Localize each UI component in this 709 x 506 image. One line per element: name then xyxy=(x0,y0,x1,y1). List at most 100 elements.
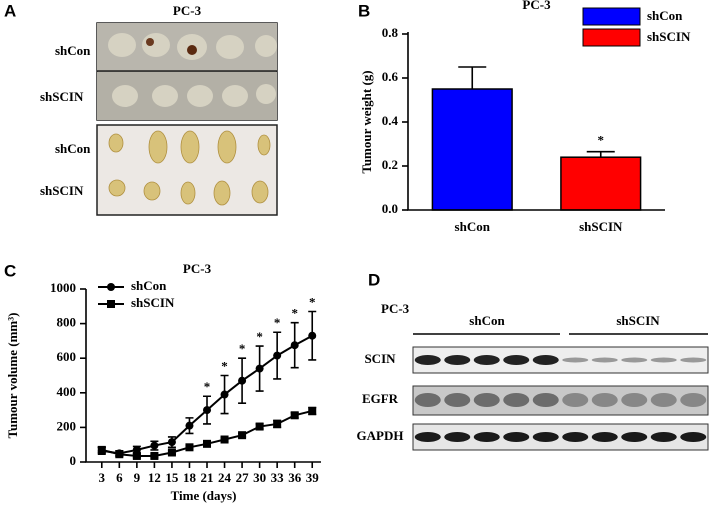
blot-band xyxy=(591,393,618,407)
y-tick-label: 0.6 xyxy=(382,69,399,84)
x-tick-label: 6 xyxy=(116,470,123,485)
legend-label: shSCIN xyxy=(131,295,175,310)
blot-band xyxy=(621,393,648,407)
y-tick-label: 0.4 xyxy=(382,113,399,128)
panel-title: PC-3 xyxy=(173,3,202,18)
significance-mark: * xyxy=(221,358,228,373)
significance-mark: * xyxy=(274,315,281,330)
mice-photo xyxy=(96,22,278,121)
blot-band xyxy=(444,355,471,365)
bar xyxy=(431,88,513,211)
y-axis-label: Tumour volume (mm³) xyxy=(5,313,20,439)
row-label: shCon xyxy=(55,43,91,58)
panel-letter: D xyxy=(368,270,380,289)
blot-band xyxy=(473,355,500,365)
blot-band xyxy=(621,357,648,363)
data-line xyxy=(101,334,313,455)
data-point xyxy=(167,448,176,457)
y-tick-label: 0.8 xyxy=(382,25,399,40)
significance-mark: * xyxy=(309,294,316,309)
x-tick-label: 3 xyxy=(99,470,106,485)
x-tick-label: 36 xyxy=(288,470,302,485)
blot-band xyxy=(503,355,530,365)
x-tick-label: 9 xyxy=(134,470,141,485)
y-tick-label: 800 xyxy=(57,315,77,330)
blot-band xyxy=(562,393,589,407)
data-point xyxy=(115,450,124,459)
tumour-photo xyxy=(96,124,278,216)
significance-mark: * xyxy=(598,133,605,148)
panel-letter: A xyxy=(4,1,16,20)
y-tick-label: 0.0 xyxy=(382,201,398,216)
blot-band xyxy=(680,432,707,442)
x-tick-label: 30 xyxy=(253,470,266,485)
panel-letter: C xyxy=(4,261,16,280)
row-label: shSCIN xyxy=(40,89,84,104)
significance-mark: * xyxy=(291,306,298,321)
y-axis-label: Tumour weight (g) xyxy=(359,70,374,173)
row-label: shCon xyxy=(55,141,91,156)
y-tick-label: 200 xyxy=(57,418,77,433)
x-tick-label: 21 xyxy=(201,470,214,485)
data-point xyxy=(132,451,141,460)
y-tick-label: 1000 xyxy=(50,280,76,295)
significance-mark: * xyxy=(256,329,263,344)
legend-label: shCon xyxy=(131,278,167,293)
blot-band xyxy=(680,393,707,407)
panel-letter: B xyxy=(358,1,370,20)
data-point xyxy=(97,445,106,454)
data-point xyxy=(132,445,141,454)
x-tick-label: shCon xyxy=(455,219,491,234)
data-point xyxy=(290,341,299,350)
row-label: shSCIN xyxy=(40,183,84,198)
blot-band xyxy=(532,393,559,407)
x-tick-label: 12 xyxy=(148,470,161,485)
x-tick-label: 24 xyxy=(218,470,232,485)
data-point xyxy=(238,376,247,385)
axis xyxy=(407,32,665,211)
legend-swatch xyxy=(582,7,641,26)
chart-title: PC-3 xyxy=(522,0,551,12)
blot-band xyxy=(650,357,677,363)
blot-band xyxy=(532,355,559,365)
y-tick-label: 0.2 xyxy=(382,157,398,172)
blot-band xyxy=(562,357,589,363)
panel-title: PC-3 xyxy=(381,301,410,316)
legend-label: shSCIN xyxy=(647,29,691,44)
axis xyxy=(85,289,321,463)
x-tick-label: 39 xyxy=(306,470,320,485)
legend-marker xyxy=(107,300,115,308)
x-tick-label: 33 xyxy=(271,470,285,485)
group-label: shSCIN xyxy=(616,313,660,328)
data-point xyxy=(150,441,159,450)
data-point xyxy=(185,421,194,430)
blot-band xyxy=(621,432,648,442)
blot-band xyxy=(680,357,707,363)
blot-band xyxy=(650,393,677,407)
y-tick-label: 0 xyxy=(70,453,77,468)
data-point xyxy=(255,364,264,373)
blot-label: GAPDH xyxy=(357,428,404,443)
y-tick-label: 600 xyxy=(57,349,77,364)
data-point xyxy=(308,331,317,340)
blot-band xyxy=(473,432,500,442)
blot-band xyxy=(444,432,471,442)
data-point xyxy=(150,451,159,460)
group-label: shCon xyxy=(469,313,505,328)
legend-swatch xyxy=(582,28,641,47)
significance-mark: * xyxy=(204,379,211,394)
data-point xyxy=(220,435,229,444)
x-tick-label: 27 xyxy=(236,470,250,485)
x-tick-label: shSCIN xyxy=(579,219,623,234)
data-point xyxy=(185,443,194,452)
blot-label: EGFR xyxy=(362,391,399,406)
blot-label: SCIN xyxy=(364,351,396,366)
data-point xyxy=(203,439,212,448)
blot-band xyxy=(532,432,559,442)
blot-band xyxy=(414,432,441,442)
data-point xyxy=(220,390,229,399)
blot-band xyxy=(473,393,500,407)
blot-band xyxy=(444,393,471,407)
bar xyxy=(560,156,642,211)
blot-band xyxy=(591,432,618,442)
